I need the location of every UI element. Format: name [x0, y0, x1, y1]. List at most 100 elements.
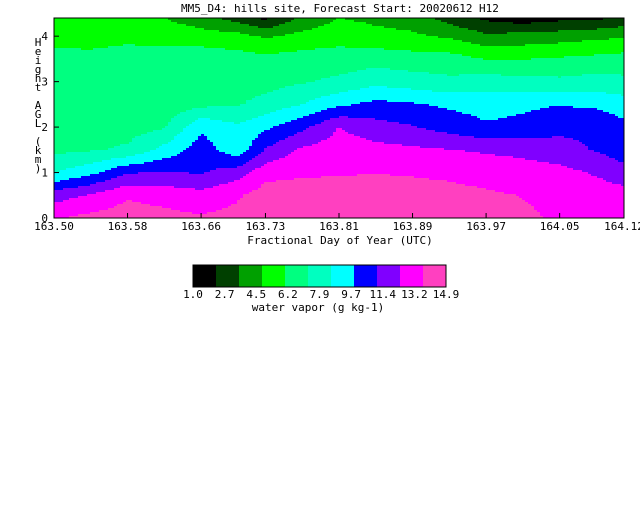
- heatmap-cell: [549, 24, 553, 27]
- heatmap-cell: [330, 42, 334, 45]
- heatmap-cell: [210, 28, 214, 31]
- heatmap-cell: [369, 40, 373, 43]
- heatmap-cell: [165, 40, 169, 43]
- heatmap-cell: [486, 46, 490, 49]
- heatmap-cell: [438, 18, 442, 21]
- heatmap-cell: [345, 18, 349, 21]
- heatmap-cell: [183, 48, 187, 51]
- heatmap-cell: [327, 44, 331, 47]
- heatmap-cell: [561, 58, 565, 61]
- heatmap-cell: [285, 38, 289, 41]
- heatmap-cell: [240, 34, 244, 37]
- heatmap-cell: [600, 60, 604, 63]
- heatmap-cell: [303, 38, 307, 41]
- heatmap-cell: [594, 50, 598, 53]
- heatmap-cell: [606, 50, 610, 53]
- heatmap-cell: [456, 32, 460, 35]
- heatmap-cell: [339, 34, 343, 37]
- heatmap-cell: [609, 36, 613, 39]
- heatmap-cell: [123, 42, 127, 45]
- heatmap-cell: [108, 66, 112, 69]
- heatmap-cell: [573, 34, 577, 37]
- heatmap-cell: [516, 54, 520, 57]
- heatmap-cell: [537, 66, 541, 69]
- heatmap-cell: [243, 48, 247, 51]
- heatmap-cell: [558, 42, 562, 45]
- heatmap-cell: [369, 50, 373, 53]
- heatmap-cell: [336, 58, 340, 61]
- heatmap-cell: [363, 62, 367, 65]
- heatmap-cell: [375, 32, 379, 35]
- heatmap-cell: [429, 26, 433, 29]
- heatmap-cell: [597, 22, 601, 25]
- heatmap-cell: [57, 46, 61, 49]
- heatmap-cell: [525, 60, 529, 63]
- heatmap-cell: [180, 42, 184, 45]
- heatmap-cell: [534, 64, 538, 67]
- heatmap-cell: [312, 46, 316, 49]
- heatmap-cell: [357, 56, 361, 59]
- heatmap-cell: [267, 62, 271, 65]
- heatmap-cell: [168, 64, 172, 67]
- heatmap-cell: [231, 26, 235, 29]
- heatmap-cell: [513, 50, 517, 53]
- heatmap-cell: [576, 56, 580, 59]
- heatmap-cell: [408, 46, 412, 49]
- heatmap-cell: [129, 52, 133, 55]
- heatmap-cell: [72, 38, 76, 41]
- heatmap-cell: [351, 54, 355, 57]
- heatmap-cell: [354, 44, 358, 47]
- heatmap-cell: [144, 44, 148, 47]
- heatmap-cell: [507, 32, 511, 35]
- heatmap-cell: [564, 52, 568, 55]
- heatmap-cell: [618, 24, 622, 27]
- heatmap-cell: [570, 44, 574, 47]
- heatmap-cell: [285, 52, 289, 55]
- heatmap-cell: [270, 34, 274, 37]
- heatmap-cell: [483, 62, 487, 65]
- heatmap-cell: [339, 24, 343, 27]
- heatmap-cell: [288, 24, 292, 27]
- heatmap-cell: [213, 26, 217, 29]
- heatmap-cell: [75, 26, 79, 29]
- heatmap-cell: [69, 18, 73, 21]
- heatmap-cell: [189, 50, 193, 53]
- heatmap-cell: [615, 48, 619, 51]
- heatmap-cell: [351, 56, 355, 59]
- heatmap-cell: [180, 62, 184, 65]
- heatmap-cell: [147, 30, 151, 33]
- heatmap-cell: [123, 56, 127, 59]
- heatmap-cell: [117, 68, 121, 71]
- heatmap-cell: [549, 20, 553, 23]
- heatmap-cell: [165, 20, 169, 23]
- heatmap-cell: [234, 34, 238, 37]
- heatmap-cell: [204, 66, 208, 69]
- heatmap-cell: [414, 50, 418, 53]
- heatmap-cell: [372, 48, 376, 51]
- heatmap-cell: [93, 26, 97, 29]
- heatmap-cell: [441, 56, 445, 59]
- heatmap-cell: [267, 60, 271, 63]
- heatmap-cell: [93, 56, 97, 59]
- heatmap-cell: [249, 56, 253, 59]
- heatmap-cell: [465, 54, 469, 57]
- heatmap-cell: [552, 20, 556, 23]
- heatmap-cell: [465, 28, 469, 31]
- heatmap-cell: [207, 56, 211, 59]
- heatmap-cell: [594, 36, 598, 39]
- heatmap-cell: [360, 34, 364, 37]
- heatmap-cell: [522, 26, 526, 29]
- heatmap-cell: [369, 56, 373, 59]
- heatmap-cell: [168, 60, 172, 63]
- heatmap-cell: [420, 38, 424, 41]
- heatmap-cell: [435, 52, 439, 55]
- heatmap-cell: [171, 52, 175, 55]
- heatmap-cell: [189, 20, 193, 23]
- heatmap-cell: [261, 50, 265, 53]
- heatmap-cell: [549, 50, 553, 53]
- heatmap-cell: [96, 64, 100, 67]
- heatmap-cell: [300, 22, 304, 25]
- heatmap-cell: [591, 24, 595, 27]
- heatmap-cell: [210, 56, 214, 59]
